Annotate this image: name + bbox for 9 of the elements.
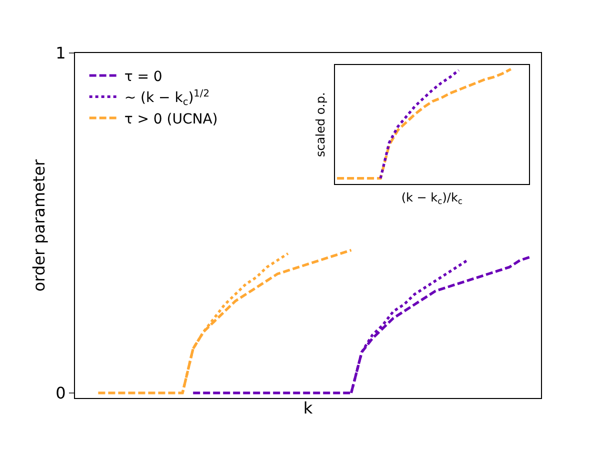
legend-label: ~ (k − k$_{c}$)$^{1/2}$ [124, 88, 210, 108]
legend-label: τ > 0 (UCNA) [124, 111, 218, 128]
y-axis-title: order parameter [30, 158, 49, 292]
y-axis-title: scaled o.p. [313, 92, 328, 157]
y-tick-label: 1 [56, 44, 66, 63]
x-axis-title: k [303, 398, 314, 418]
y-tick-label: 0 [56, 384, 66, 402]
legend-label: τ = 0 [124, 68, 162, 85]
x-axis-title: (k − k$_{c}$)/k$_{c}$ [401, 190, 463, 206]
